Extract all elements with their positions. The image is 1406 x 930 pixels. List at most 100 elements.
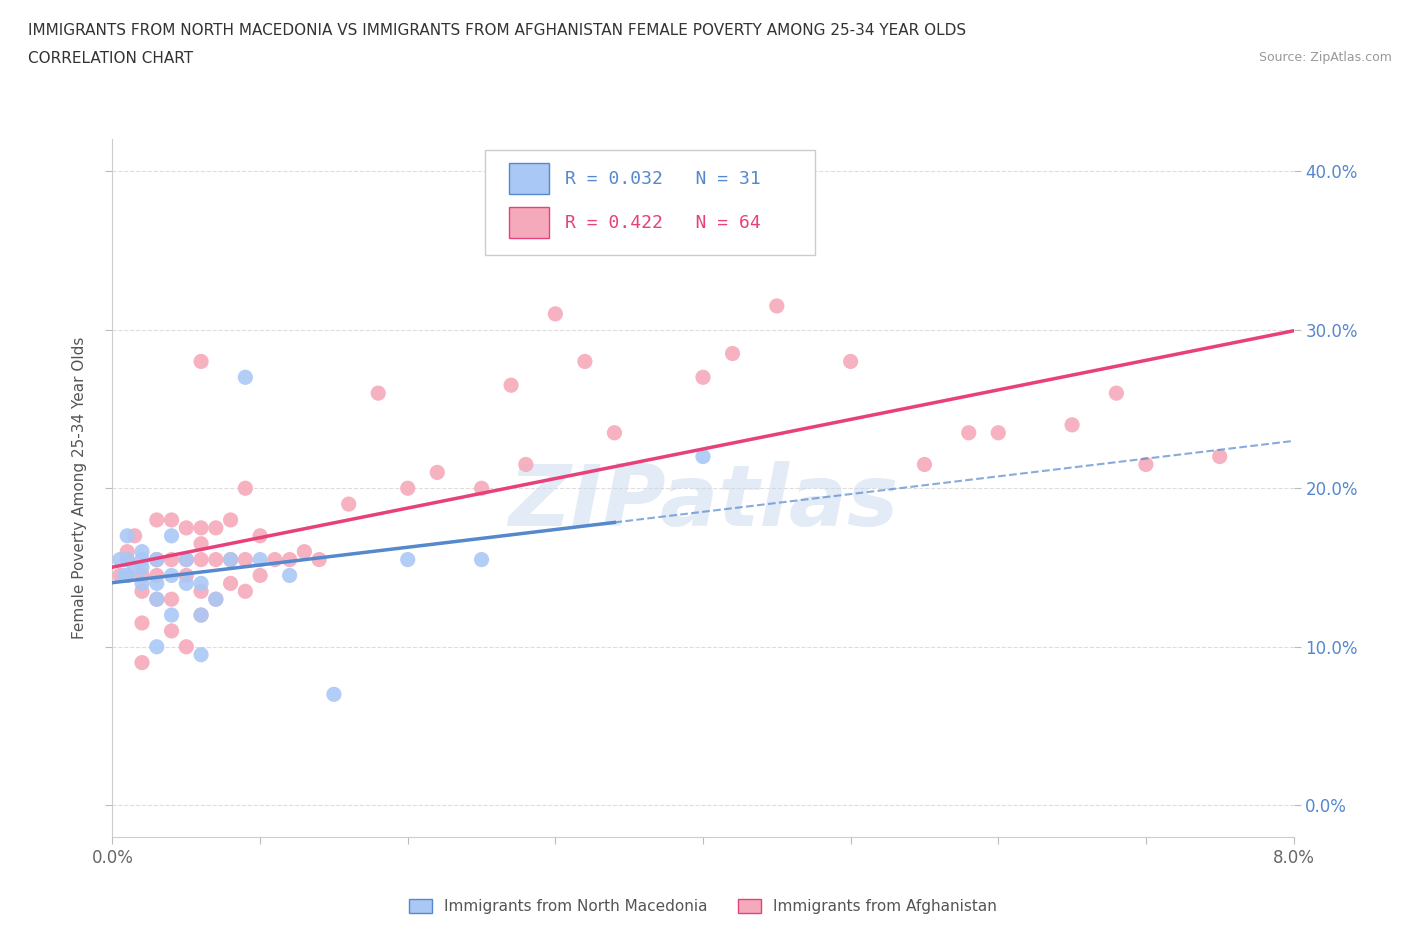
Point (292, 544, 315, 559)
Point (721, 346, 744, 361)
Point (957, 425, 980, 440)
Point (544, 307, 567, 322)
Point (146, 576, 169, 591)
Text: R = 0.032   N = 31: R = 0.032 N = 31 (565, 169, 761, 188)
Point (205, 552, 228, 567)
Point (278, 568, 301, 583)
Point (219, 552, 242, 567)
Point (471, 552, 494, 567)
Point (205, 591, 228, 606)
Point (264, 552, 287, 567)
Point (160, 623, 183, 638)
Point (249, 528, 271, 543)
Point (278, 552, 301, 567)
Point (765, 299, 787, 313)
Point (124, 560, 146, 575)
Point (117, 552, 138, 567)
Text: IMMIGRANTS FROM NORTH MACEDONIA VS IMMIGRANTS FROM AFGHANISTAN FEMALE POVERTY AM: IMMIGRANTS FROM NORTH MACEDONIA VS IMMIG… (28, 23, 966, 38)
Point (603, 425, 626, 440)
Point (131, 655, 153, 670)
Point (146, 639, 169, 654)
Text: R = 0.422   N = 64: R = 0.422 N = 64 (565, 214, 761, 232)
Point (131, 552, 153, 567)
Point (219, 552, 242, 567)
Point (308, 552, 330, 567)
Point (146, 552, 169, 567)
Point (396, 481, 419, 496)
Point (190, 607, 212, 622)
Point (219, 512, 242, 527)
Point (117, 544, 138, 559)
Point (337, 497, 360, 512)
Point (174, 552, 197, 567)
Point (131, 616, 153, 631)
Point (233, 481, 256, 496)
Point (174, 568, 197, 583)
Point (190, 584, 212, 599)
Point (108, 568, 131, 583)
FancyBboxPatch shape (509, 207, 550, 238)
Point (190, 354, 212, 369)
Point (174, 576, 197, 591)
Point (112, 568, 135, 583)
Point (205, 591, 228, 606)
Point (1062, 418, 1084, 432)
Point (233, 584, 256, 599)
Point (174, 521, 197, 536)
Point (190, 607, 212, 622)
Point (146, 552, 169, 567)
Point (160, 607, 183, 622)
Point (131, 584, 153, 599)
Point (249, 552, 271, 567)
Text: ZIPatlas: ZIPatlas (508, 460, 898, 544)
Point (987, 425, 1010, 440)
Point (1135, 457, 1157, 472)
Point (692, 449, 714, 464)
Point (190, 521, 212, 536)
Point (233, 370, 256, 385)
Point (160, 512, 183, 527)
Text: Source: ZipAtlas.com: Source: ZipAtlas.com (1258, 51, 1392, 64)
FancyBboxPatch shape (509, 164, 550, 194)
Text: CORRELATION CHART: CORRELATION CHART (28, 51, 193, 66)
Point (190, 576, 212, 591)
Point (108, 552, 131, 567)
Point (117, 568, 138, 583)
Point (249, 568, 271, 583)
Point (174, 552, 197, 567)
Point (1208, 449, 1232, 464)
Point (205, 521, 228, 536)
Point (190, 647, 212, 662)
Point (367, 386, 389, 401)
Point (501, 378, 523, 392)
Point (131, 576, 153, 591)
Point (692, 370, 714, 385)
Point (396, 552, 419, 567)
Point (190, 537, 212, 551)
Point (515, 457, 537, 472)
FancyBboxPatch shape (485, 150, 815, 255)
Point (124, 528, 146, 543)
Point (574, 354, 596, 369)
Point (117, 552, 138, 567)
Point (426, 465, 449, 480)
Point (914, 457, 936, 472)
Point (146, 591, 169, 606)
Point (839, 354, 862, 369)
Point (160, 528, 183, 543)
Point (160, 591, 183, 606)
Y-axis label: Female Poverty Among 25-34 Year Olds: Female Poverty Among 25-34 Year Olds (72, 337, 87, 640)
Point (471, 481, 494, 496)
Point (131, 568, 153, 583)
Point (174, 639, 197, 654)
Point (131, 544, 153, 559)
Point (219, 576, 242, 591)
Point (1105, 386, 1128, 401)
Point (146, 512, 169, 527)
Point (117, 568, 138, 583)
Point (190, 552, 212, 567)
Point (233, 552, 256, 567)
Point (160, 568, 183, 583)
Point (131, 560, 153, 575)
Point (146, 591, 169, 606)
